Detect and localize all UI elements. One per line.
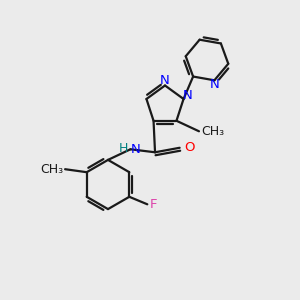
Text: H: H bbox=[119, 142, 128, 155]
Text: N: N bbox=[131, 143, 141, 156]
Text: N: N bbox=[209, 78, 219, 91]
Text: O: O bbox=[184, 141, 195, 154]
Text: CH₃: CH₃ bbox=[40, 163, 64, 176]
Text: N: N bbox=[160, 74, 169, 88]
Text: F: F bbox=[150, 198, 157, 211]
Text: CH₃: CH₃ bbox=[201, 125, 224, 138]
Text: N: N bbox=[183, 89, 193, 103]
